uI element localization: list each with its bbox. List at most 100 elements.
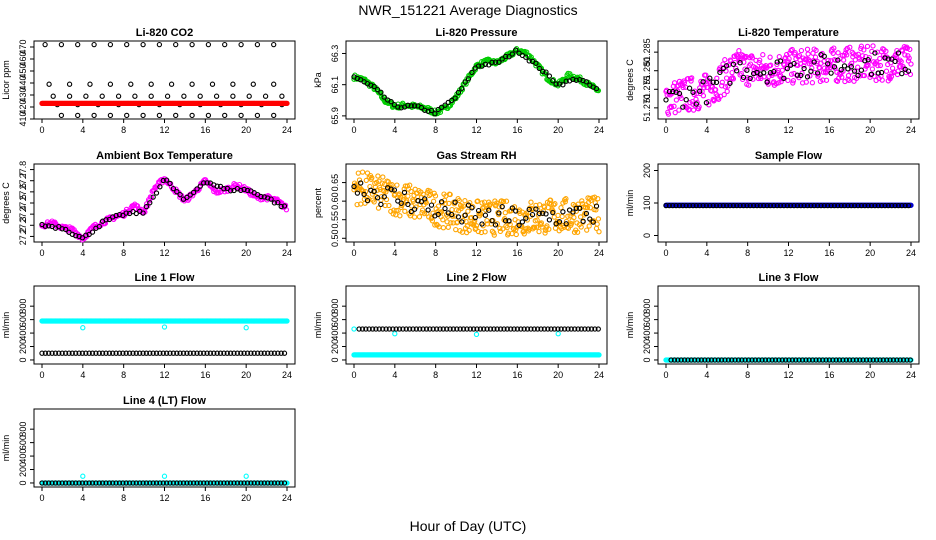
x-tick-label: 8 — [433, 125, 438, 135]
data-point — [197, 480, 203, 486]
data-point — [58, 41, 65, 48]
data-point — [864, 43, 871, 50]
data-point — [356, 177, 363, 183]
data-point — [103, 480, 109, 486]
data-point — [46, 223, 52, 229]
data-point — [46, 81, 52, 87]
x-tick-label: 24 — [906, 125, 916, 135]
y-axis-label: ml/min — [625, 312, 635, 339]
data-point — [450, 326, 457, 332]
data-point — [579, 198, 585, 204]
series-black — [39, 177, 288, 241]
data-point — [723, 202, 730, 209]
data-point — [388, 186, 394, 192]
chart-title: Gas Stream RH — [436, 150, 516, 162]
data-point — [120, 350, 126, 356]
x-tick-label: 12 — [783, 370, 793, 380]
data-point — [563, 221, 569, 227]
data-point — [771, 202, 777, 209]
data-point — [676, 107, 682, 113]
data-point — [729, 69, 735, 76]
data-point — [472, 67, 478, 73]
data-point — [130, 480, 136, 486]
data-point — [358, 180, 364, 186]
data-point — [861, 47, 867, 53]
data-point — [508, 326, 514, 332]
data-point — [859, 53, 866, 59]
data-point — [418, 104, 425, 111]
data-point — [351, 326, 357, 332]
data-point — [371, 188, 377, 195]
y-tick-label: 27.2 — [18, 228, 28, 246]
y-tick-label: 400 — [330, 326, 340, 341]
data-point — [555, 326, 561, 332]
y-tick-label: 0.60 — [330, 192, 340, 210]
data-point — [211, 350, 217, 356]
data-point — [455, 89, 462, 96]
data-point — [482, 212, 489, 218]
data-point — [534, 217, 540, 223]
data-point — [395, 104, 401, 110]
data-point — [668, 357, 674, 363]
data-point — [513, 208, 519, 214]
data-point — [279, 93, 285, 99]
data-point — [594, 221, 600, 227]
series-black — [351, 180, 600, 228]
data-point — [855, 51, 861, 57]
data-point — [454, 326, 460, 332]
data-point — [830, 357, 836, 363]
data-point — [475, 63, 482, 69]
data-point — [99, 93, 105, 99]
data-point — [420, 326, 426, 332]
series-black — [39, 480, 288, 486]
data-point — [271, 350, 278, 356]
series-orange — [351, 169, 602, 238]
data-point — [234, 480, 241, 486]
data-point — [127, 207, 133, 214]
data-point — [107, 41, 114, 48]
y-tick-label: 600 — [330, 312, 340, 327]
data-point — [156, 112, 163, 119]
data-point — [905, 58, 912, 64]
data-point — [462, 212, 468, 218]
data-point — [361, 191, 367, 198]
data-point — [695, 357, 701, 363]
data-point — [843, 357, 849, 363]
data-point — [773, 80, 779, 87]
data-point — [736, 48, 742, 54]
data-point — [717, 202, 723, 209]
data-point — [885, 56, 891, 62]
data-point — [437, 326, 443, 332]
data-point — [49, 350, 55, 356]
y-axis-label: ml/min — [313, 312, 323, 339]
data-point — [697, 88, 703, 94]
data-point — [190, 350, 197, 356]
data-point — [855, 72, 861, 79]
y-axis-label: ml/min — [625, 190, 635, 217]
data-point — [750, 76, 756, 82]
data-point — [438, 199, 445, 205]
data-point — [596, 229, 602, 235]
data-point — [831, 64, 838, 70]
y-tick-label: 800 — [642, 299, 652, 314]
data-point — [76, 480, 82, 486]
data-point — [865, 202, 871, 209]
data-point — [766, 357, 772, 363]
data-point — [727, 80, 733, 86]
data-point — [238, 480, 244, 486]
data-point — [671, 357, 678, 363]
data-point — [408, 103, 414, 109]
data-point — [147, 350, 153, 356]
data-point — [73, 350, 79, 356]
data-point — [91, 112, 97, 119]
data-point — [177, 191, 183, 198]
y-tick-label: 470 — [18, 39, 28, 54]
data-point — [486, 207, 492, 213]
data-point — [422, 196, 428, 202]
data-point — [91, 41, 97, 48]
data-point — [492, 222, 499, 228]
data-point — [479, 200, 485, 206]
series-black — [663, 202, 912, 209]
data-point — [364, 170, 371, 176]
data-point — [887, 357, 893, 363]
